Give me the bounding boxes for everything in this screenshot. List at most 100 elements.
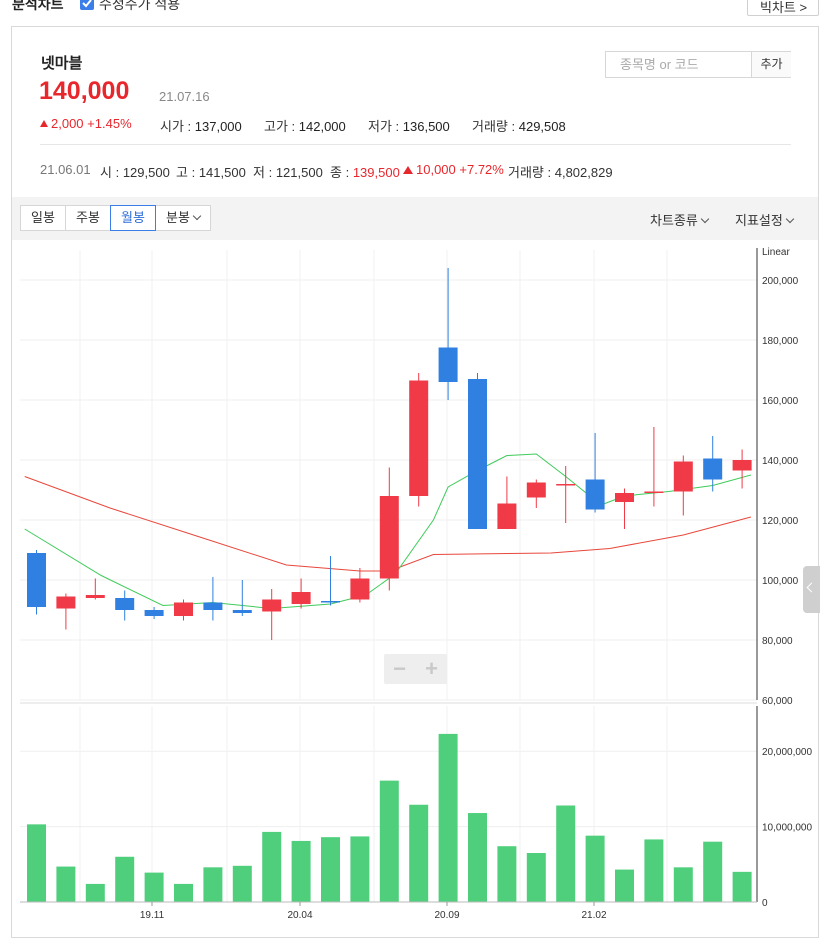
period-change-amount: 10,000 <box>416 162 456 177</box>
open-label: 시가 <box>160 119 184 134</box>
volume-bar <box>673 867 693 902</box>
page-title: 분석차트 <box>12 0 64 12</box>
volume-bar <box>409 804 429 902</box>
candle-body <box>115 598 135 610</box>
stock-search: 추가 <box>605 51 791 78</box>
price-tick-label: 140,000 <box>762 456 799 467</box>
price-tick-label: 180,000 <box>762 336 799 347</box>
volume-bar <box>556 805 576 902</box>
x-tick-label: 20.04 <box>287 910 312 921</box>
divider <box>40 144 791 145</box>
volume-tick-label: 20,000,000 <box>762 747 812 758</box>
candle-body <box>27 553 46 607</box>
up-triangle-icon <box>403 166 413 174</box>
candle-body <box>556 484 576 486</box>
volume-bar <box>438 733 458 902</box>
zoom-in-button[interactable]: + <box>425 656 438 681</box>
volume-tick-label: 0 <box>762 898 768 909</box>
candle-body <box>379 496 399 579</box>
adjusted-price-checkbox[interactable] <box>80 0 94 10</box>
low-price: 저가 : 136,500 <box>368 119 450 134</box>
volume-bar <box>291 840 311 902</box>
tab-monthly[interactable]: 월봉 <box>110 205 156 231</box>
period-date: 21.06.01 <box>40 162 91 177</box>
candle-body <box>644 491 664 493</box>
open-value: 137,000 <box>194 119 242 134</box>
period-high: 고 : 141,500 <box>176 162 246 181</box>
tab-weekly[interactable]: 주봉 <box>65 205 111 231</box>
price-tick-label: 200,000 <box>762 276 799 287</box>
chart-type-label: 차트종류 <box>650 213 698 228</box>
candle-body <box>56 596 76 609</box>
volume-label: 거래량 <box>472 119 508 134</box>
adjusted-price-label[interactable]: 수정주가 적용 <box>99 0 181 12</box>
period-close-label: 종 : <box>330 165 350 180</box>
volume-bar <box>174 883 193 902</box>
scale-label: Linear <box>762 247 790 258</box>
volume-bars <box>27 733 752 902</box>
add-stock-button[interactable]: 추가 <box>751 52 791 77</box>
price-tick-label: 80,000 <box>762 636 793 647</box>
volume-bar <box>585 835 605 902</box>
volume-bar <box>232 865 252 902</box>
candle-body <box>350 578 370 600</box>
volume-bar <box>321 837 340 902</box>
volume-bar <box>615 869 634 902</box>
volume: 거래량 : 429,508 <box>472 119 566 134</box>
zoom-controls: − + <box>384 654 447 684</box>
x-tick-label: 21.02 <box>581 910 606 921</box>
chart-type-menu[interactable]: 차트종류 <box>650 210 710 229</box>
price-tick-label: 120,000 <box>762 516 799 527</box>
volume-tick-label: 10,000,000 <box>762 823 812 834</box>
zoom-out-button[interactable]: − <box>393 656 406 681</box>
period-low: 저 : 121,500 <box>253 162 323 181</box>
change-amount: 2,000 <box>51 116 84 131</box>
high-value: 142,000 <box>298 119 346 134</box>
stock-search-input[interactable] <box>606 52 751 77</box>
period-change: 10,000 +7.72% <box>403 162 504 177</box>
volume-bar <box>732 871 752 902</box>
price-tick-label: 60,000 <box>762 696 793 707</box>
side-panel-toggle[interactable] <box>803 566 820 613</box>
candle-body <box>85 595 105 598</box>
up-triangle-icon <box>40 120 48 127</box>
low-label: 저가 <box>368 119 392 134</box>
volume-bar <box>203 867 223 902</box>
open-price: 시가 : 137,000 <box>160 119 242 134</box>
period-volume-value: 4,802,829 <box>554 165 613 180</box>
chevron-left-icon <box>806 582 817 593</box>
volume-bar <box>27 824 46 902</box>
x-tick-label: 20.09 <box>434 910 459 921</box>
indicator-label: 지표설정 <box>735 213 783 228</box>
volume-value: 429,508 <box>518 119 566 134</box>
candle-body <box>732 460 752 471</box>
big-chart-button[interactable]: 빅차트 > <box>747 0 819 16</box>
stock-change: 2,000 +1.45% <box>40 116 132 131</box>
tab-minute-label: 분봉 <box>166 210 190 225</box>
candle-body <box>321 601 340 603</box>
candle-body <box>673 461 693 492</box>
volume-bar <box>56 866 76 902</box>
period-volume-label: 거래량 : <box>508 165 552 180</box>
candles <box>27 268 752 640</box>
candle-body <box>291 592 311 604</box>
period-volume: 거래량 : 4,802,829 <box>508 162 613 181</box>
candle-body <box>174 602 193 616</box>
period-open-value: 129,500 <box>122 165 170 180</box>
candle-body <box>144 610 164 616</box>
indicator-menu[interactable]: 지표설정 <box>735 210 795 229</box>
volume-bar <box>350 836 370 902</box>
candle-body <box>468 379 487 529</box>
period-open: 시 : 129,500 <box>100 162 170 181</box>
check-icon <box>82 0 92 8</box>
volume-bar <box>644 839 664 902</box>
volume-bar <box>115 856 135 902</box>
candle-body <box>262 599 282 612</box>
volume-bar <box>468 813 487 902</box>
candle-body <box>409 380 429 496</box>
volume-bar <box>526 853 546 902</box>
volume-bar <box>497 846 517 902</box>
candle-body <box>703 458 723 480</box>
volume-bar <box>703 841 723 902</box>
